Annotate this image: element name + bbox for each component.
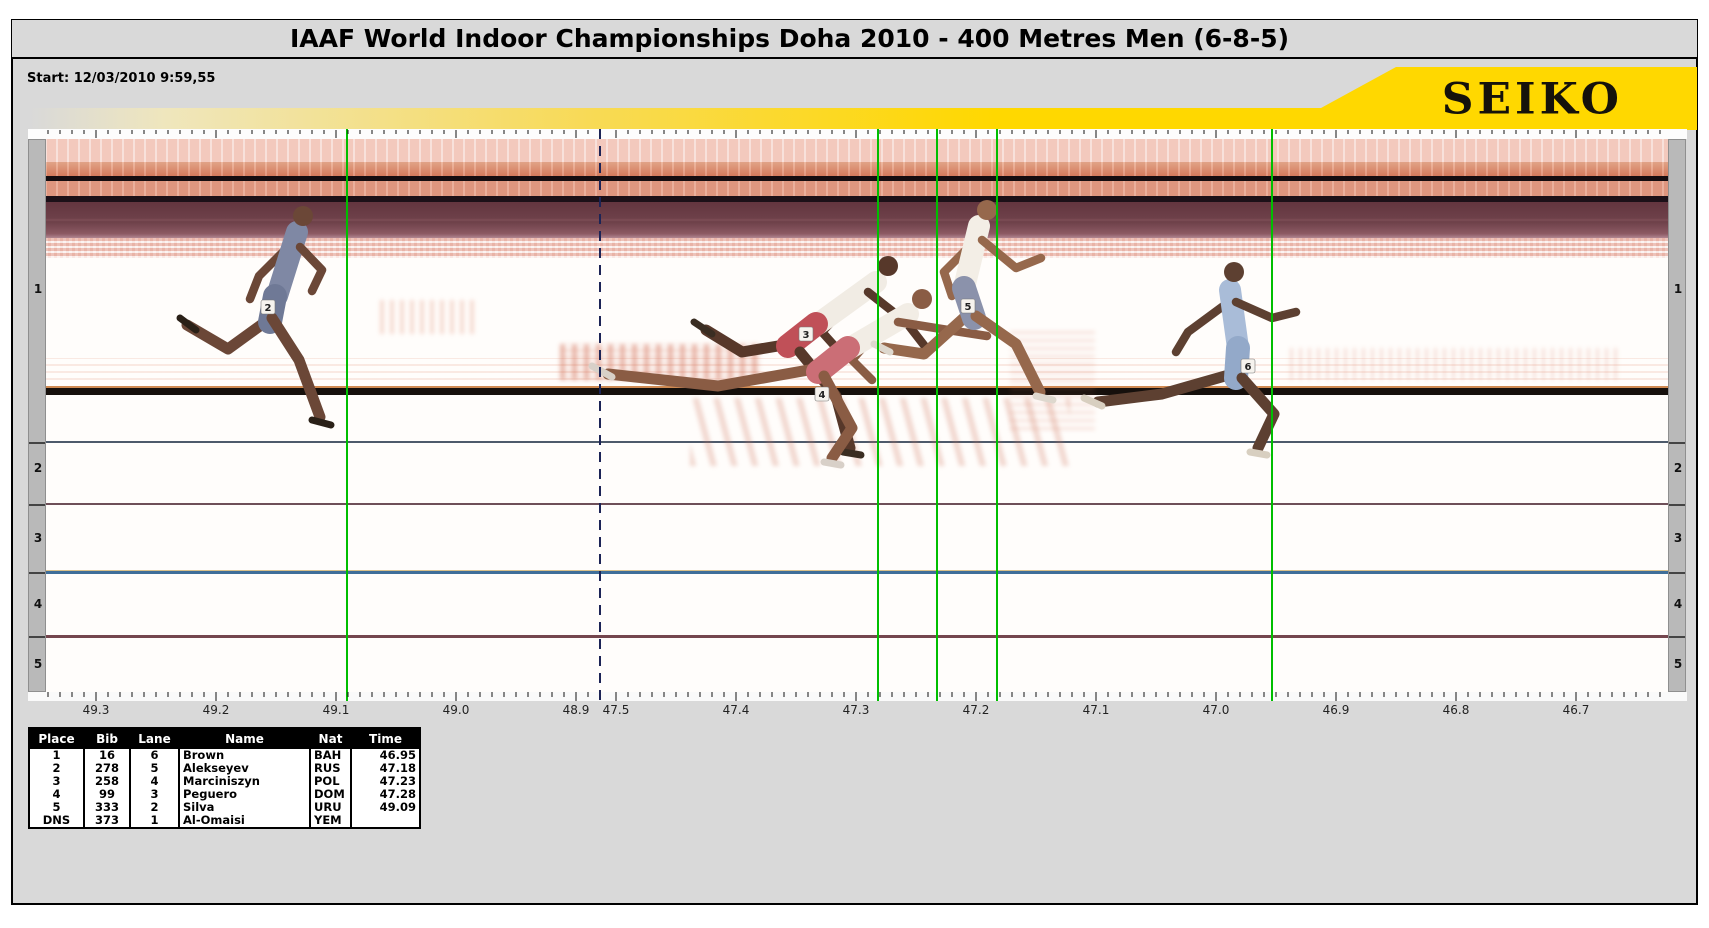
result-cell-time: 47.18 — [351, 762, 421, 775]
result-row: 5 333 2 Silva URU 49.09 — [29, 801, 421, 814]
results-header-row: Place Bib Lane Name Nat Time — [29, 728, 421, 749]
result-cell-time: 47.28 — [351, 788, 421, 801]
strip-tick — [29, 572, 45, 574]
result-cell-lane: 4 — [130, 775, 180, 788]
crowd-band-pink — [45, 139, 1668, 162]
strip-tick — [29, 442, 45, 444]
seiko-logo: SEIKO — [1441, 74, 1623, 125]
crowd-band-salmon2 — [45, 181, 1668, 196]
results-header-bib: Bib — [84, 728, 131, 749]
track-edge-line — [45, 386, 1668, 395]
lane-number-5: 5 — [1673, 657, 1683, 671]
result-cell-bib: 16 — [84, 749, 131, 762]
title-bar: IAAF World Indoor Championships Doha 201… — [12, 20, 1697, 59]
result-cell-lane: 5 — [130, 762, 180, 775]
result-cell-lane: 3 — [130, 788, 180, 801]
result-cell-bib: 278 — [84, 762, 131, 775]
result-cell-time: 46.95 — [351, 749, 421, 762]
result-cell-time — [351, 814, 421, 828]
crowd-band-salmon — [45, 162, 1668, 176]
lane-number-strip-left: 1 2 3 4 5 — [28, 139, 46, 692]
strip-tick — [1669, 572, 1685, 574]
result-cell-lane: 6 — [130, 749, 180, 762]
results-table: Place Bib Lane Name Nat Time 1 16 6 Brown BAH 46.95… — [28, 727, 421, 829]
strip-tick — [1669, 442, 1685, 444]
lane-divider-2-3 — [45, 503, 1668, 505]
rail-line-black2 — [45, 196, 1668, 202]
result-cell-place: 1 — [29, 749, 85, 762]
result-cell-nat: POL — [310, 775, 352, 788]
track-white-area — [45, 258, 1668, 692]
result-cell-nat: DOM — [310, 788, 352, 801]
lane-number-3: 3 — [1673, 531, 1683, 545]
lane-number-1: 1 — [33, 282, 43, 296]
hoarding-band-maroon — [45, 202, 1668, 238]
result-cell-name: Marciniszyn — [179, 775, 311, 788]
lane-divider-4-5 — [45, 635, 1668, 638]
results-header-place: Place — [29, 728, 85, 749]
start-timestamp: Start: 12/03/2010 9:59,55 — [27, 71, 216, 86]
result-cell-nat: BAH — [310, 749, 352, 762]
result-cell-place: 4 — [29, 788, 85, 801]
results-header-time: Time — [351, 728, 421, 749]
result-cell-name: Brown — [179, 749, 311, 762]
result-row: 4 99 3 Peguero DOM 47.28 — [29, 788, 421, 801]
result-row: 2 278 5 Alekseyev RUS 47.18 — [29, 762, 421, 775]
lane-number-4: 4 — [33, 597, 43, 611]
results-header-nat: Nat — [310, 728, 352, 749]
top-ruler-strip — [28, 129, 1687, 139]
result-cell-lane: 2 — [130, 801, 180, 814]
result-cell-bib: 258 — [84, 775, 131, 788]
lane-number-3: 3 — [33, 531, 43, 545]
results-header-lane: Lane — [130, 728, 180, 749]
strip-tick — [29, 504, 45, 506]
result-cell-name: Peguero — [179, 788, 311, 801]
page-title: IAAF World Indoor Championships Doha 201… — [289, 24, 1290, 53]
result-cell-name: Alekseyev — [179, 762, 311, 775]
result-cell-nat: RUS — [310, 762, 352, 775]
result-cell-lane: 1 — [130, 814, 180, 828]
result-row: 3 258 4 Marciniszyn POL 47.23 — [29, 775, 421, 788]
result-cell-place: 2 — [29, 762, 85, 775]
lane-number-strip-right: 1 2 3 4 5 — [1668, 139, 1686, 692]
result-cell-name: Al-Omaisi — [179, 814, 311, 828]
result-cell-nat: YEM — [310, 814, 352, 828]
strip-tick — [29, 636, 45, 638]
result-cell-bib: 333 — [84, 801, 131, 814]
result-cell-nat: URU — [310, 801, 352, 814]
lane-number-2: 2 — [33, 461, 43, 475]
result-cell-place: 3 — [29, 775, 85, 788]
lane-number-5: 5 — [33, 657, 43, 671]
result-cell-time: 49.09 — [351, 801, 421, 814]
lane-number-4: 4 — [1673, 597, 1683, 611]
result-cell-bib: 373 — [84, 814, 131, 828]
bottom-ruler-strip — [28, 692, 1687, 701]
lane-divider-1-2 — [45, 441, 1668, 443]
result-cell-time: 47.23 — [351, 775, 421, 788]
lane-divider-3-4 — [45, 570, 1668, 574]
result-cell-name: Silva — [179, 801, 311, 814]
results-header-name: Name — [179, 728, 311, 749]
result-cell-place: DNS — [29, 814, 85, 828]
result-row: 1 16 6 Brown BAH 46.95 — [29, 749, 421, 762]
rail-line-black — [45, 176, 1668, 181]
yellow-gradient-strip — [30, 108, 1370, 130]
seiko-banner: SEIKO — [1321, 67, 1697, 130]
lane-number-2: 2 — [1673, 461, 1683, 475]
result-cell-place: 5 — [29, 801, 85, 814]
result-cell-bib: 99 — [84, 788, 131, 801]
track-texture-row — [45, 358, 1668, 380]
strip-tick — [1669, 636, 1685, 638]
result-row: DNS 373 1 Al-Omaisi YEM — [29, 814, 421, 828]
crowd-band-dotted — [45, 238, 1668, 258]
strip-tick — [1669, 504, 1685, 506]
lane-number-1: 1 — [1673, 282, 1683, 296]
